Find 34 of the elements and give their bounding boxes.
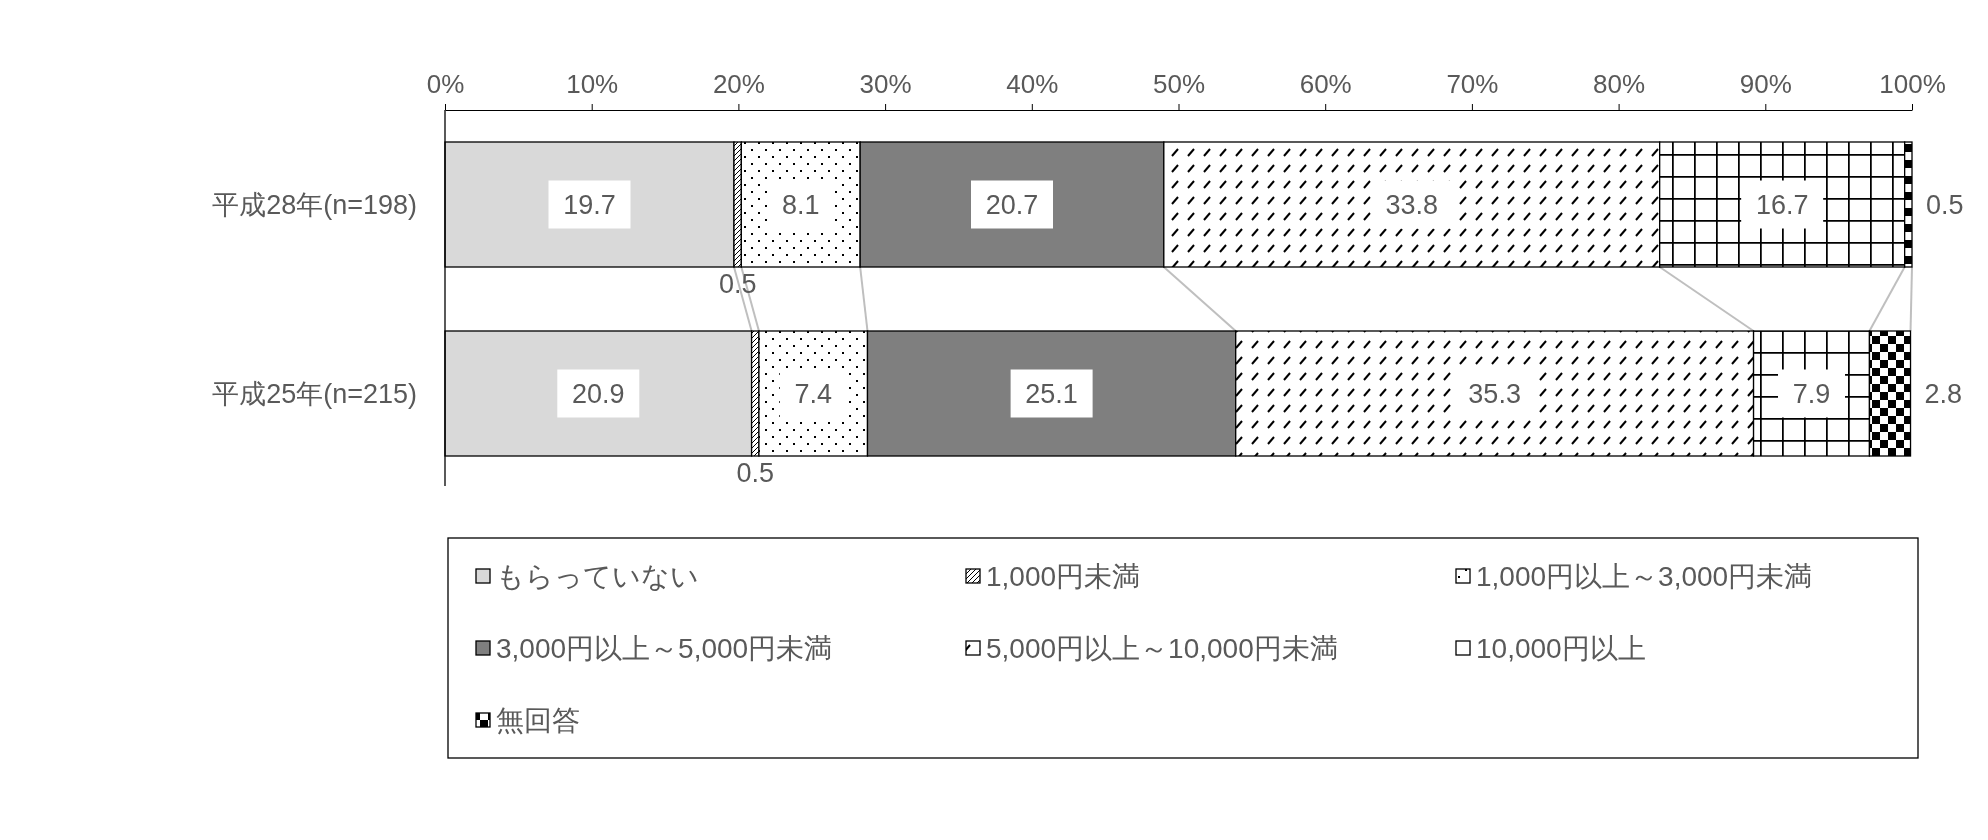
data-label: 0.5 [718,269,757,299]
y-tick-label: 平成25年(n=215) [212,378,417,409]
data-label: 2.8 [1924,378,1963,409]
legend-label: 10,000円以上 [1476,632,1646,664]
x-tick-label: 80% [1593,69,1646,100]
x-tick-label: 0% [426,69,465,100]
legend-label: もらっていない [496,560,699,592]
x-tick-label: 30% [859,69,912,100]
data-label: 35.3 [1468,378,1521,409]
data-label: 7.9 [1792,378,1831,409]
data-label: 8.1 [781,189,820,220]
legend-label: 3,000円以上～5,000円未満 [496,632,833,664]
data-label: 20.7 [985,189,1039,220]
legend-label: 5,000円以上～10,000円未満 [986,632,1338,664]
x-tick-label: 90% [1739,69,1792,100]
x-tick-label: 70% [1446,69,1499,100]
x-tick-label: 40% [1006,69,1059,100]
data-label: 7.4 [794,378,832,409]
data-label: 0.5 [736,458,775,488]
data-label: 25.1 [1025,378,1078,409]
x-tick-label: 50% [1152,69,1206,100]
data-label: 16.7 [1755,189,1809,220]
x-tick-label: 10% [566,69,619,100]
data-label: 19.7 [563,189,616,220]
legend-label: 1,000円以上～3,000円未満 [1476,560,1813,592]
data-label: 0.5 [1926,189,1964,220]
legend-label: 無回答 [496,704,580,736]
x-tick-label: 60% [1299,69,1352,100]
data-label: 33.8 [1385,189,1439,220]
x-tick-label: 100% [1879,69,1946,100]
legend-label: 1,000円未満 [986,560,1141,592]
y-tick-label: 平成28年(n=198) [212,189,417,220]
x-tick-label: 20% [712,69,765,100]
data-label: 20.9 [572,378,625,409]
